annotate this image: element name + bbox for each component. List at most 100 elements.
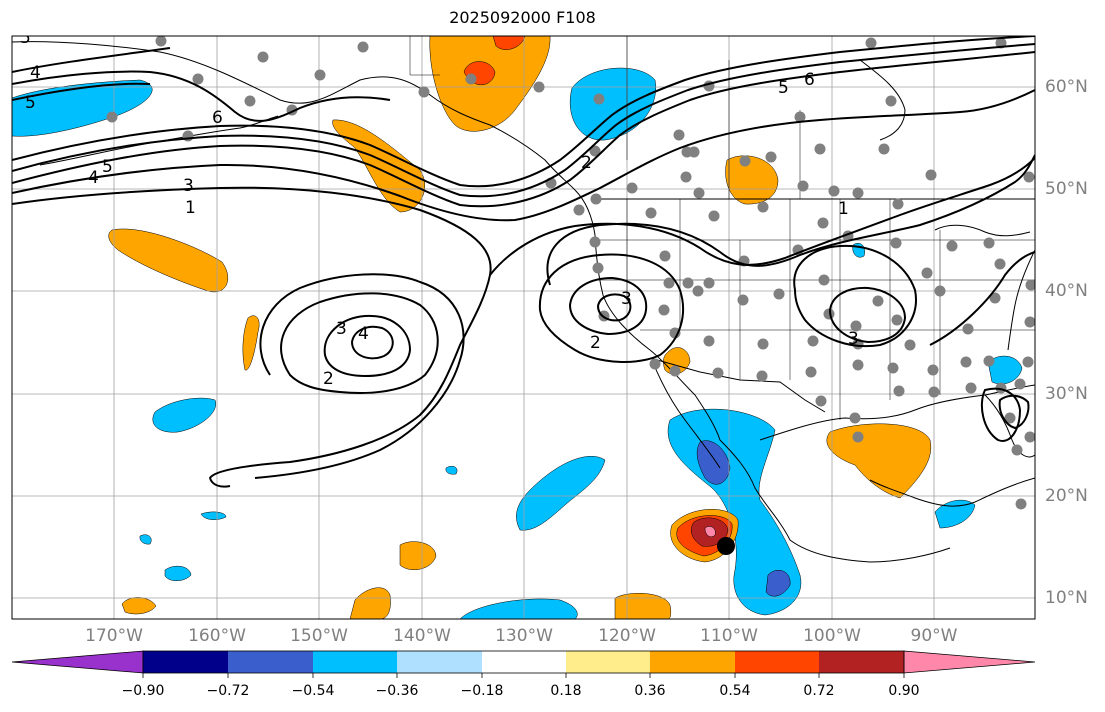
neg-anomaly-canada xyxy=(569,67,657,141)
colorbar-seg-4 xyxy=(397,651,482,673)
colorbar-seg-3 xyxy=(313,651,397,673)
colorbar-tick-label: 0.54 xyxy=(719,683,751,699)
contour-label-1b: 1 xyxy=(838,199,849,219)
contour-label-6b: 6 xyxy=(804,70,815,90)
pos-anomaly-pacific-w xyxy=(108,228,229,293)
contour-east xyxy=(980,387,1022,442)
east-coast xyxy=(1007,249,1035,351)
gulf-coast xyxy=(759,384,1035,441)
contour-4-north xyxy=(12,47,171,73)
contour-pacific-high-2 xyxy=(280,292,439,395)
colorbar-arrow-left xyxy=(11,650,144,674)
contour-east-2 xyxy=(998,394,1030,430)
colorbar-tick-label: 0.18 xyxy=(550,683,582,699)
colorbar-seg-8 xyxy=(735,651,819,673)
colorbar-tick-label: −0.36 xyxy=(375,683,419,699)
baja xyxy=(651,359,721,469)
hudson-bay xyxy=(859,59,906,141)
colorbar-tick-label: −0.18 xyxy=(460,683,504,699)
station-dots xyxy=(106,36,1035,510)
lon-label-100w: 100°W xyxy=(803,626,861,646)
colorbar-seg-2 xyxy=(228,651,313,673)
storm-position-marker xyxy=(717,537,735,555)
contour-label-3a: 3 xyxy=(183,176,194,196)
neg-anomaly-caribbean xyxy=(934,499,976,529)
contour-label-2b: 2 xyxy=(590,333,601,353)
contour-5-north xyxy=(12,82,151,101)
colorbar-arrow-right xyxy=(903,650,1036,674)
gridlines xyxy=(12,36,1035,619)
pos-anomaly-pacific-ne xyxy=(332,119,425,213)
lat-label-40n: 40°N xyxy=(1045,281,1088,301)
colorbar-tick-label: 0.90 xyxy=(888,683,920,699)
colorbar-tick-label: −0.72 xyxy=(206,683,250,699)
pos-anomaly-pacific-s4 xyxy=(121,597,157,615)
contour-label-3b: 3 xyxy=(336,319,347,339)
contour-label-3d: 3 xyxy=(848,329,859,349)
great-lakes xyxy=(934,224,1031,237)
lon-label-140w: 140°W xyxy=(393,626,451,646)
alaska-coast xyxy=(12,41,576,191)
contour-label-5b: 5 xyxy=(25,93,36,113)
pos-anomaly-small-1 xyxy=(242,315,260,371)
central-america xyxy=(869,477,1035,507)
map-title: 2025092000 F108 xyxy=(449,8,596,27)
lon-label-150w: 150°W xyxy=(290,626,348,646)
lon-label-110w: 110°W xyxy=(700,626,758,646)
neg-anomaly-small-2 xyxy=(164,565,192,581)
neg-anomaly-small-4 xyxy=(139,534,152,545)
colorbar-tick-label: 0.36 xyxy=(634,683,666,699)
colorbar-seg-9 xyxy=(819,651,904,673)
contour-plains-3 xyxy=(828,286,907,344)
colorbar-seg-6 xyxy=(566,651,650,673)
contour-label-2c: 2 xyxy=(581,153,592,173)
contour-ca-high-2 xyxy=(538,253,685,363)
contour-label-5d: 5 xyxy=(778,78,789,98)
contour-main-4 xyxy=(12,51,1035,208)
colorbar xyxy=(11,650,1036,678)
pos-anomaly-pacific-s1 xyxy=(399,541,437,571)
colorbar-tick-label: 0.72 xyxy=(803,683,835,699)
lon-label-120w: 120°W xyxy=(598,626,656,646)
neg-anomaly-small-5 xyxy=(445,466,458,475)
lon-label-130w: 130°W xyxy=(495,626,553,646)
hurricane-anomaly-pink xyxy=(704,526,716,537)
contour-label-5c: 5 xyxy=(102,157,113,177)
neg-anomaly-mexico-core xyxy=(696,440,731,485)
contour-label-1a: 1 xyxy=(185,198,196,218)
contour-3-main xyxy=(12,89,1035,222)
florida xyxy=(984,394,1035,458)
aleutians xyxy=(39,115,279,166)
contour-ca-high-3 xyxy=(568,276,648,336)
lat-label-60n: 60°N xyxy=(1045,77,1088,97)
contour-pacific-high-4 xyxy=(350,325,394,360)
pos-anomaly-gulf xyxy=(429,36,551,132)
contour-plains-2 xyxy=(793,244,917,348)
shaded-anomalies xyxy=(12,36,1023,619)
contour-pacific-high-3 xyxy=(323,314,412,378)
contour-label-2a: 2 xyxy=(323,369,334,389)
lon-label-170w: 170°W xyxy=(85,626,143,646)
lat-label-30n: 30°N xyxy=(1045,384,1088,404)
lat-label-20n: 20°N xyxy=(1045,486,1088,506)
neg-anomaly-small-3 xyxy=(200,511,227,520)
contour-6-north xyxy=(12,70,391,122)
contour-main-5 xyxy=(12,43,1035,198)
contour-label-4a: 4 xyxy=(30,63,41,83)
pos-anomaly-pacific-s3 xyxy=(614,593,672,619)
colorbar-frame xyxy=(142,650,905,674)
colorbar-seg-7 xyxy=(650,651,735,673)
contour-label-5a: 5 xyxy=(20,28,31,48)
pos-anomaly-texas xyxy=(826,423,932,499)
contour-label-4c: 4 xyxy=(358,324,369,344)
colorbar-tick-label: −0.90 xyxy=(121,683,165,699)
neg-anomaly-pacific-sw xyxy=(516,456,606,531)
neg-anomaly-pacific-s xyxy=(459,598,578,619)
pos-anomaly-canada-s xyxy=(725,155,779,205)
contour-labels: 5 4 5 6 5 4 3 1 3 4 2 3 2 2 5 6 1 3 xyxy=(20,28,859,389)
contour-label-6a: 6 xyxy=(212,108,223,128)
contour-east-3 xyxy=(929,251,1035,346)
pos-anomaly-pacific-s2 xyxy=(349,587,391,619)
contour-1-main xyxy=(12,186,492,488)
